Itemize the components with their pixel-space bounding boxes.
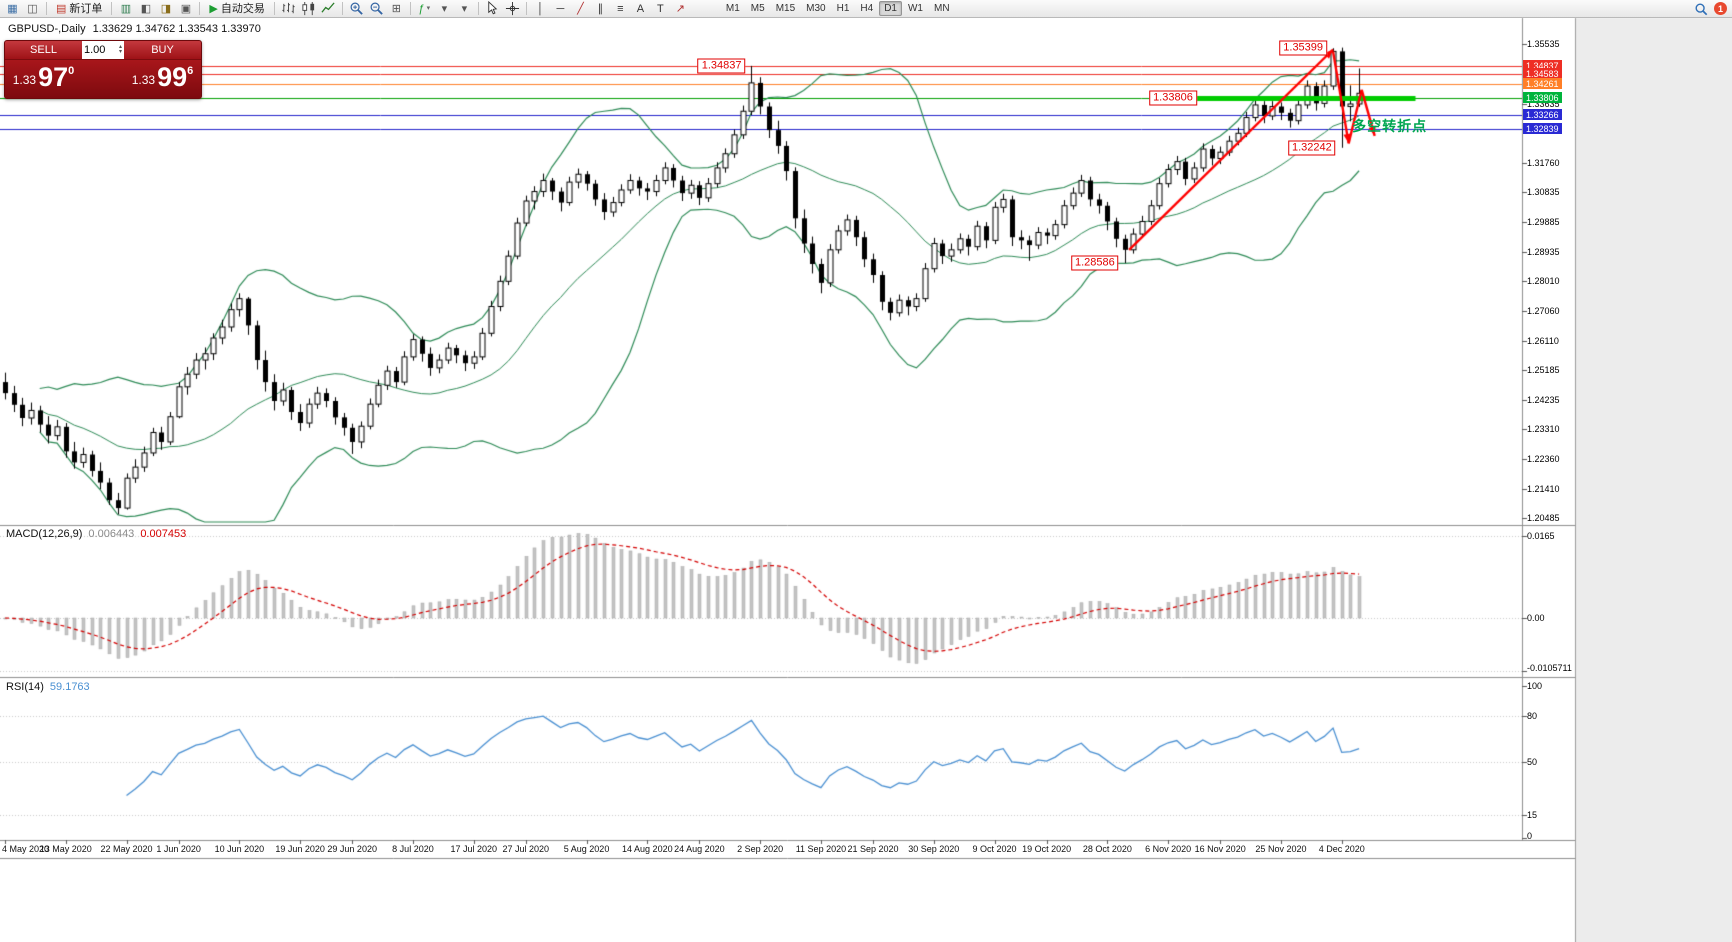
sell-button[interactable]: 1.33 97 0 (5, 60, 82, 98)
price-flag[interactable]: 1.28586 (1070, 255, 1119, 271)
lot-down-icon[interactable]: ▾ (118, 49, 122, 55)
buy-price-big: 99 (157, 62, 188, 92)
toolbar-right-icons: 1 (1691, 1, 1729, 17)
channel-icon[interactable]: ∥ (597, 2, 604, 15)
arrows-icon[interactable]: ↗ (675, 2, 685, 15)
terminal-icon[interactable]: ▣ (180, 2, 192, 15)
toolbar-separator (525, 2, 527, 15)
chart-annotation-text[interactable]: 多空转折点 (1352, 117, 1428, 134)
toolbar-separator (46, 2, 47, 15)
price-flag[interactable]: 1.35399 (1279, 40, 1328, 56)
toolbar-separator (273, 2, 275, 15)
sell-header[interactable]: SELL (5, 41, 82, 60)
macd-indicator-label: MACD(12,26,9) 0.006443 0.007453 (6, 528, 192, 540)
sell-price-sup: 0 (68, 65, 75, 77)
text-label-icon[interactable]: T (657, 2, 664, 15)
lot-value: 1.00 (84, 44, 106, 56)
periods-menu-icon[interactable]: ▾ (441, 2, 448, 15)
timeframe-d1[interactable]: D1 (879, 1, 902, 16)
price-flag[interactable]: 1.32242 (1287, 140, 1336, 156)
buy-price-small: 1.33 (131, 73, 156, 87)
new-chart-icon[interactable]: ▦ (7, 2, 18, 15)
zoom-in-icon[interactable] (347, 1, 366, 17)
lot-up-icon[interactable]: ▴ (118, 44, 122, 50)
main-toolbar: ▦ ◫ ▤ 新订单 ▥ ◧ ◨ ▣ ▶ 自动交易 ⊞ ƒ ▾ ▾ ▾ │ ─ ╱ ∥ ≡ A T ↗ M1 M5 M15 M30 H1… (0, 0, 1732, 18)
trendline-icon[interactable]: ╱ (577, 2, 584, 15)
cursor-icon[interactable] (483, 1, 502, 17)
macd-signal-value: 0.007453 (140, 528, 187, 540)
rsi-indicator-label: RSI(14) 59.1763 (6, 681, 96, 693)
timeframe-m5[interactable]: M5 (750, 3, 765, 14)
buy-header[interactable]: BUY (124, 41, 201, 60)
symbol-title: GBPUSD-,Daily (8, 23, 86, 35)
timeframe-h4[interactable]: H4 (860, 3, 874, 14)
sell-price-big: 97 (38, 62, 69, 92)
timeframe-toolbar: M1 M5 M15 M30 H1 H4 D1 W1 MN (721, 1, 955, 16)
timeframe-m30[interactable]: M30 (806, 3, 826, 14)
timeframe-h1[interactable]: H1 (836, 3, 850, 14)
search-icon[interactable] (1691, 1, 1710, 17)
rsi-value: 59.1763 (49, 681, 90, 693)
timeframe-m1[interactable]: M1 (725, 3, 740, 14)
vertical-line-icon[interactable]: │ (536, 2, 544, 15)
chart-profiles-icon[interactable]: ◫ (27, 2, 38, 15)
lot-stepper-icons[interactable]: ▴ ▾ (118, 44, 122, 55)
zoom-out-icon[interactable] (367, 1, 386, 17)
ohlc-values: 1.33629 1.34762 1.33543 1.33970 (92, 23, 261, 35)
price-flag[interactable]: 1.33806 (1149, 90, 1197, 106)
tile-windows-icon[interactable]: ⊞ (391, 2, 401, 15)
toolbar-separator (409, 2, 411, 15)
autotrading-button[interactable]: ▶ 自动交易 (209, 2, 265, 15)
toolbar-separator (111, 2, 113, 15)
indicators-icon[interactable]: ƒ ▾ (418, 2, 431, 15)
bar-chart-icon[interactable] (279, 1, 298, 17)
price-flag[interactable]: 1.34837 (697, 58, 746, 74)
sell-price-small: 1.33 (12, 73, 37, 87)
rsi-name: RSI(14) (6, 681, 44, 693)
macd-name: MACD(12,26,9) (6, 528, 83, 540)
new-order-button[interactable]: ▤ 新订单 (56, 2, 103, 15)
timeframe-m15[interactable]: M15 (775, 3, 796, 14)
market-watch-icon[interactable]: ▥ (120, 2, 132, 15)
buy-button[interactable]: 1.33 99 6 (124, 60, 201, 98)
buy-price-sup: 6 (187, 65, 194, 77)
toolbar-separator (477, 2, 479, 15)
toolbar-separator (199, 2, 201, 15)
navigator-icon[interactable]: ◨ (160, 2, 172, 15)
trade-panel-middle (82, 60, 124, 98)
macd-main-value: 0.006443 (88, 528, 135, 540)
crosshair-icon[interactable] (503, 1, 522, 17)
alert-icon[interactable]: 1 (1714, 2, 1727, 15)
symbol-info: GBPUSD-,Daily 1.33629 1.34762 1.33543 1.3… (8, 23, 268, 35)
lot-size-input[interactable]: 1.00 ▴ ▾ (82, 41, 124, 60)
timeframe-w1[interactable]: W1 (907, 3, 923, 14)
data-window-icon[interactable]: ◧ (140, 2, 152, 15)
one-click-trading-panel: SELL 1.00 ▴ ▾ BUY 1.33 97 0 1.33 99 6 (4, 40, 202, 99)
horizontal-line-icon[interactable]: ─ (556, 2, 565, 15)
templates-menu-icon[interactable]: ▾ (461, 2, 468, 15)
candlestick-chart-icon[interactable] (299, 1, 318, 17)
text-icon[interactable]: A (636, 2, 645, 15)
line-chart-icon[interactable] (319, 1, 338, 17)
timeframe-mn[interactable]: MN (933, 3, 950, 14)
fibonacci-icon[interactable]: ≡ (617, 2, 624, 15)
toolbar-separator (341, 2, 343, 15)
